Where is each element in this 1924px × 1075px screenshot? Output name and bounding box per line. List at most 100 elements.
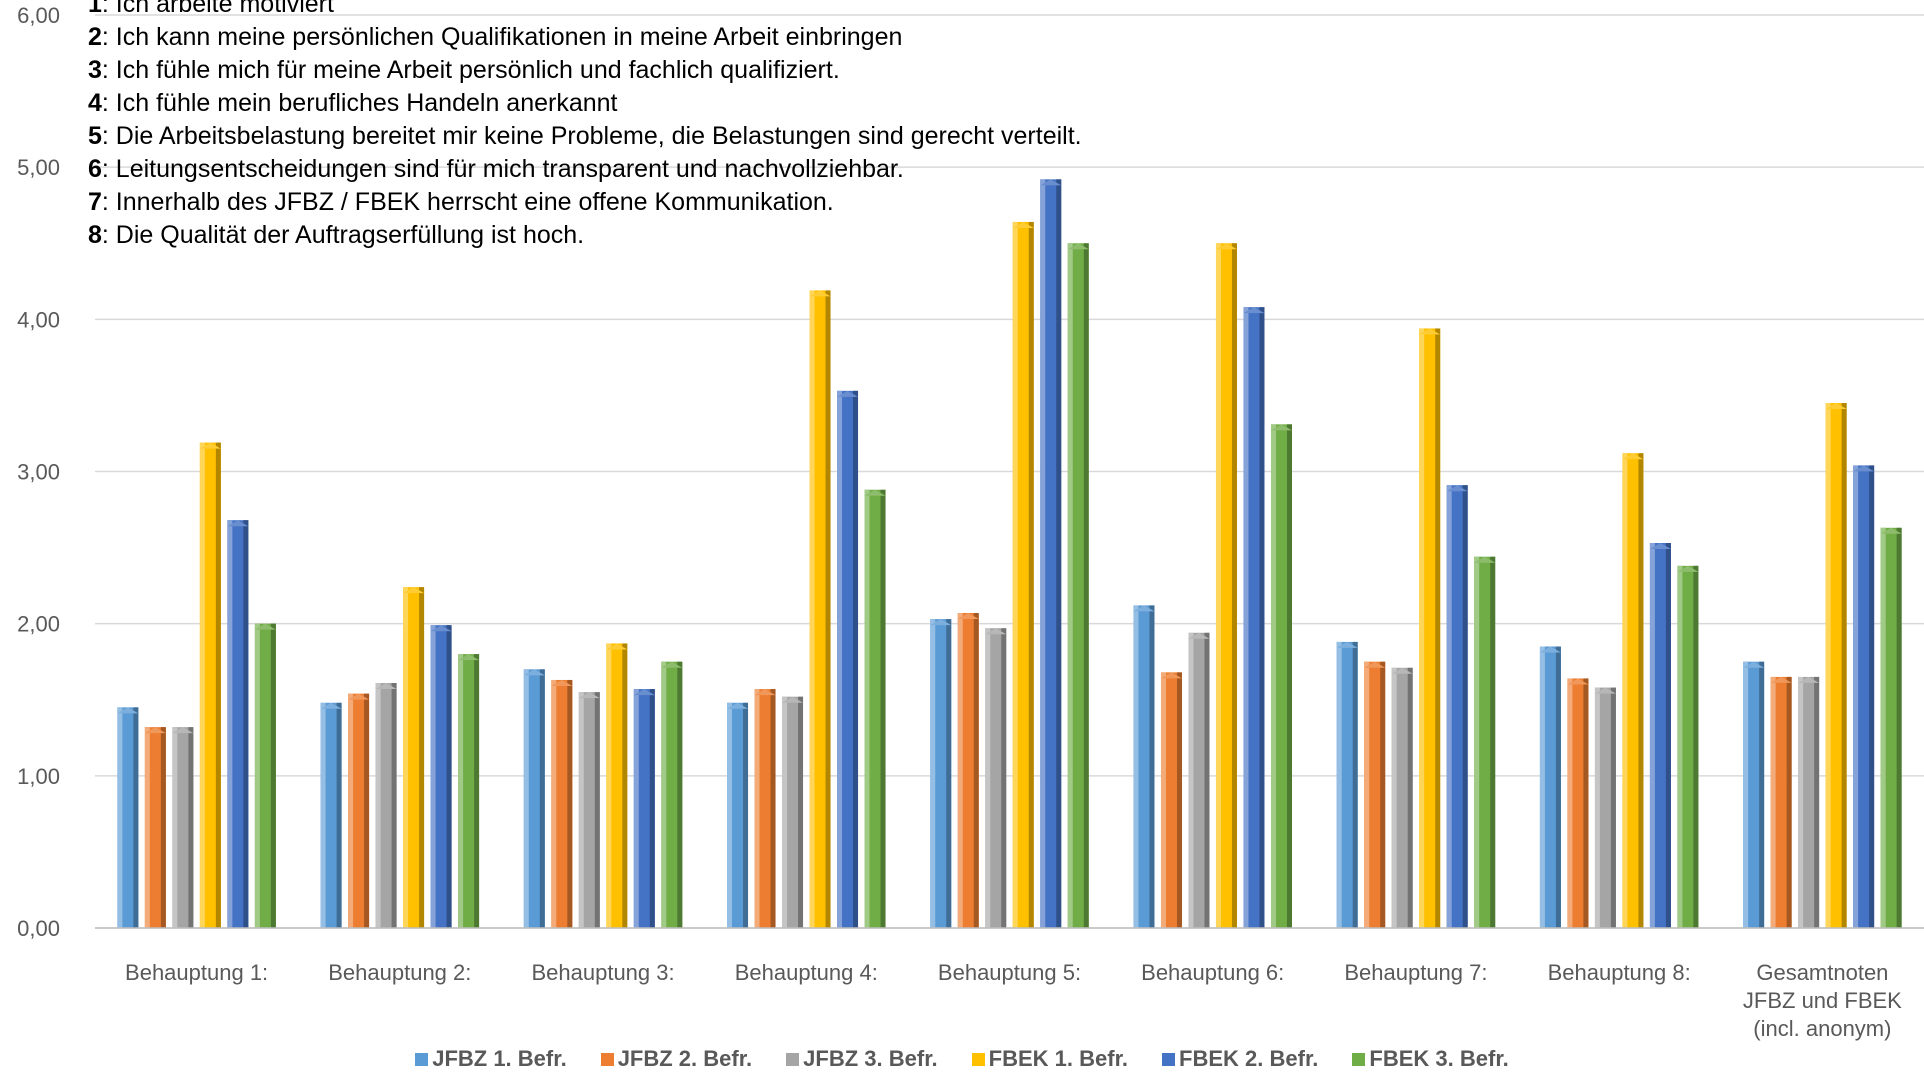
- bar-highlight: [172, 727, 178, 928]
- legend-swatch: [786, 1052, 800, 1066]
- bar-cap: [1188, 632, 1210, 639]
- bar-cap: [1215, 243, 1237, 250]
- bar-cap: [1446, 485, 1468, 492]
- bar-cap: [633, 689, 655, 696]
- bar: [458, 654, 480, 928]
- bar-shadow: [1583, 678, 1589, 928]
- bar: [1677, 565, 1699, 928]
- bar-cap: [1419, 328, 1441, 335]
- bar-shadow: [1462, 485, 1468, 928]
- statement-6: 6: Leitungsentscheidungen sind für mich …: [88, 155, 904, 183]
- bar-cap: [1040, 179, 1062, 186]
- bar-cap: [1336, 641, 1358, 648]
- category-label: Behauptung 4:: [735, 960, 878, 985]
- legend-item-fbek-1[interactable]: FBEK 1. Befr.: [971, 1046, 1129, 1072]
- bar-highlight: [117, 707, 123, 928]
- bar-cap: [117, 707, 139, 714]
- bar-cap: [1594, 687, 1616, 694]
- legend-item-fbek-2[interactable]: FBEK 2. Befr.: [1162, 1046, 1318, 1072]
- legend-label: JFBZ 3. Befr.: [803, 1046, 938, 1071]
- bar-shadow: [649, 689, 655, 928]
- bar-highlight: [1067, 243, 1073, 928]
- bar-shadow: [622, 643, 628, 928]
- y-tick-label: 3,00: [17, 460, 60, 485]
- category-label: (incl. anonym): [1753, 1016, 1891, 1041]
- bar-highlight: [1622, 453, 1628, 928]
- bar-highlight: [1446, 485, 1452, 928]
- bar-cap: [1798, 676, 1820, 683]
- bar-cap: [1133, 605, 1155, 612]
- bar: [199, 442, 221, 928]
- bar-highlight: [782, 696, 788, 928]
- bar-highlight: [551, 679, 557, 928]
- bar-highlight: [1567, 678, 1573, 928]
- bar-shadow: [1490, 556, 1496, 928]
- bar: [320, 702, 342, 928]
- bar: [1012, 221, 1034, 929]
- bar-cap: [1853, 465, 1875, 472]
- bar-cap: [1539, 646, 1561, 653]
- legend-item-jfbz-3[interactable]: JFBZ 3. Befr.: [786, 1046, 938, 1072]
- bar: [1649, 543, 1671, 928]
- bar-cap: [782, 696, 804, 703]
- y-tick-label: 6,00: [17, 3, 60, 28]
- legend-label: FBEK 2. Befr.: [1179, 1046, 1319, 1071]
- bar-highlight: [1336, 641, 1342, 928]
- legend-item-jfbz-1[interactable]: JFBZ 1. Befr.: [415, 1046, 567, 1072]
- bar-highlight: [375, 683, 381, 928]
- bar-cap: [1649, 543, 1671, 550]
- bar-highlight: [1770, 676, 1776, 928]
- bar-cap: [551, 679, 573, 686]
- bar-cap: [1364, 661, 1386, 668]
- bar-shadow: [1286, 424, 1292, 928]
- legend-label: FBEK 1. Befr.: [988, 1046, 1129, 1071]
- legend-item-fbek-3[interactable]: FBEK 3. Befr.: [1352, 1046, 1509, 1072]
- bar-highlight: [458, 654, 464, 928]
- bar: [606, 643, 628, 928]
- bar-highlight: [1215, 243, 1221, 928]
- statement-5: 5: Die Arbeitsbelastung bereitet mir kei…: [88, 122, 1082, 150]
- legend-item-jfbz-2[interactable]: JFBZ 2. Befr.: [600, 1046, 752, 1072]
- bar-shadow: [336, 702, 342, 928]
- bar-cap: [1012, 221, 1034, 228]
- bar: [1067, 243, 1089, 928]
- bar-highlight: [1188, 632, 1194, 928]
- bar-shadow: [973, 613, 979, 928]
- category-label: Gesamtnoten: [1756, 960, 1888, 985]
- bar-cap: [809, 290, 831, 297]
- bar-highlight: [1880, 527, 1886, 928]
- bar-cap: [1474, 556, 1496, 563]
- bar-shadow: [1176, 672, 1182, 928]
- bar-highlight: [957, 613, 963, 928]
- bar: [1770, 676, 1792, 928]
- bar-cap: [1825, 403, 1847, 410]
- bar-highlight: [1419, 328, 1425, 928]
- bar-cap: [661, 661, 683, 668]
- bar-shadow: [1149, 605, 1155, 928]
- bar-shadow: [1259, 307, 1265, 928]
- bar-highlight: [727, 702, 733, 928]
- bar: [1243, 307, 1265, 928]
- bar: [1743, 661, 1765, 928]
- bar-cap: [1567, 678, 1589, 685]
- category-label: JFBZ und FBEK: [1743, 988, 1902, 1013]
- bar-cap: [199, 442, 221, 449]
- bar: [661, 661, 683, 928]
- category-label: Behauptung 6:: [1141, 960, 1284, 985]
- bar-shadow: [853, 390, 859, 928]
- bar-highlight: [1743, 661, 1749, 928]
- bar-cap: [523, 669, 545, 676]
- bar-cap: [1160, 672, 1182, 679]
- bar-shadow: [1610, 687, 1616, 928]
- bar-highlight: [809, 290, 815, 929]
- bar: [227, 520, 249, 928]
- bar-shadow: [1841, 403, 1847, 928]
- bar-shadow: [419, 587, 425, 928]
- bar-cap: [1743, 661, 1765, 668]
- y-tick-label: 1,00: [17, 764, 60, 789]
- bar-highlight: [1270, 424, 1276, 928]
- bar-highlight: [1133, 605, 1139, 928]
- bar: [403, 587, 425, 928]
- bar-highlight: [985, 628, 991, 928]
- bar: [1853, 465, 1875, 928]
